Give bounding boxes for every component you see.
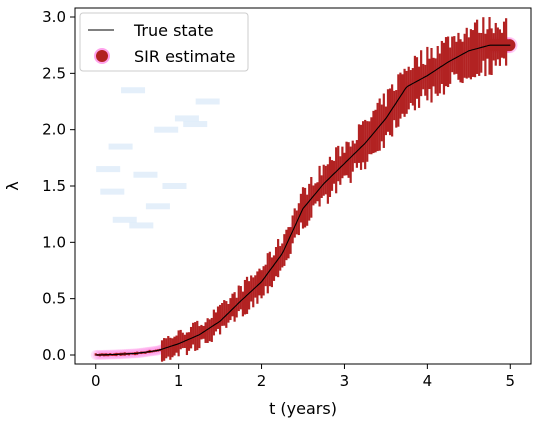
y-tick-label: 1.0 [42, 233, 66, 251]
x-axis-label: t (years) [269, 399, 337, 418]
faint-particle [183, 121, 208, 128]
faint-particle [154, 126, 179, 133]
sir-estimate-series [94, 17, 516, 362]
y-tick-label: 3.0 [42, 8, 66, 26]
legend-box [79, 12, 249, 72]
x-tick-label: 1 [174, 372, 184, 390]
faint-particle [121, 87, 146, 94]
y-tick-label: 0.5 [42, 290, 66, 308]
legend-sir-estimate-label: SIR estimate [134, 47, 235, 66]
y-tick-label: 0.0 [42, 346, 66, 364]
faint-particle [129, 222, 154, 229]
faint-particle [145, 203, 170, 210]
x-tick-label: 0 [91, 372, 101, 390]
legend-sir-estimate-swatch [96, 50, 108, 62]
y-tick-label: 2.5 [42, 64, 66, 82]
faint-particles [96, 87, 220, 229]
legend-true-state-label: True state [133, 21, 214, 40]
faint-particle [174, 115, 199, 122]
x-tick-label: 3 [340, 372, 350, 390]
y-tick-label: 1.5 [42, 177, 66, 195]
faint-particle [112, 216, 137, 223]
faint-particle [96, 166, 121, 173]
true-state-line [95, 44, 511, 356]
x-tick-label: 5 [505, 372, 515, 390]
x-tick-label: 4 [423, 372, 433, 390]
faint-particle [195, 98, 220, 105]
legend: True state SIR estimate [79, 12, 249, 72]
x-axis-ticks: 0 1 2 3 4 5 [91, 364, 515, 390]
x-tick-label: 2 [257, 372, 267, 390]
faint-particle [133, 171, 158, 178]
true-state-series [95, 44, 511, 356]
y-tick-label: 2.0 [42, 121, 66, 139]
y-axis-ticks: 0.0 0.5 1.0 1.5 2.0 2.5 3.0 [42, 8, 75, 364]
faint-particle [100, 188, 125, 195]
y-axis-label: λ [3, 181, 22, 190]
faint-particle [108, 143, 133, 150]
faint-particle [162, 183, 187, 189]
